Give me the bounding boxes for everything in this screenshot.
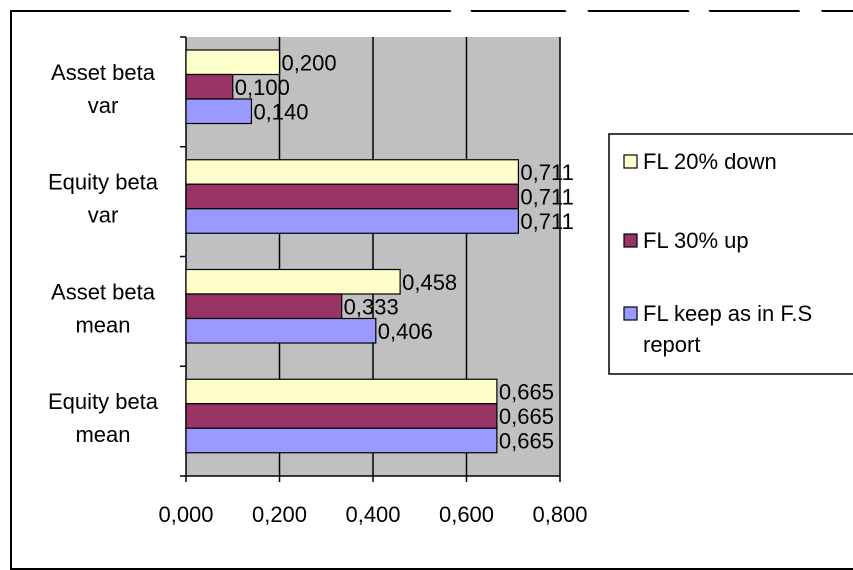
- data-label: 0,665: [499, 380, 554, 405]
- legend-swatch: [623, 306, 638, 321]
- bar: [185, 183, 519, 210]
- data-label: 0,711: [520, 185, 573, 210]
- x-tick-label: 0,400: [345, 502, 400, 527]
- data-label: 0,665: [499, 429, 554, 454]
- data-label: 0,711: [520, 160, 573, 185]
- category-label: Equity beta: [48, 389, 159, 414]
- legend-label: FL keep as in F.S: [643, 301, 812, 326]
- data-label: 0,140: [253, 99, 308, 124]
- category-label: var: [88, 203, 119, 228]
- category-label: var: [88, 93, 119, 118]
- bar: [185, 427, 498, 454]
- data-label: 0,406: [378, 319, 433, 344]
- bar: [185, 403, 498, 429]
- legend-swatch: [623, 154, 638, 169]
- data-label: 0,665: [499, 404, 554, 429]
- category-label: Equity beta: [48, 170, 159, 195]
- bar: [185, 49, 281, 76]
- x-tick-label: 0,000: [158, 502, 213, 527]
- x-tick-label: 0,800: [532, 502, 587, 527]
- data-label: 0,333: [344, 294, 399, 319]
- bar: [185, 159, 519, 185]
- data-label: 0,711: [520, 209, 573, 234]
- data-label: 0,100: [235, 75, 290, 100]
- x-tick-label: 0,200: [252, 502, 307, 527]
- bar: [185, 208, 519, 234]
- legend-label: report: [643, 332, 700, 357]
- bar: [185, 317, 377, 344]
- bar: [185, 98, 253, 125]
- data-label: 0,200: [282, 50, 337, 75]
- bar: [185, 378, 498, 405]
- bar: [185, 268, 401, 295]
- category-label: Asset beta: [51, 279, 156, 304]
- category-label: mean: [75, 312, 130, 337]
- legend-label: FL 20% down: [643, 149, 777, 174]
- category-label: mean: [75, 422, 130, 447]
- x-tick-label: 0,600: [439, 502, 494, 527]
- legend-swatch: [623, 233, 638, 248]
- data-label: 0,458: [402, 270, 457, 295]
- legend-label: FL 30% up: [643, 228, 749, 253]
- category-label: Asset beta: [51, 60, 156, 85]
- legend: [608, 133, 853, 375]
- bar: [185, 293, 343, 320]
- bar: [185, 73, 234, 100]
